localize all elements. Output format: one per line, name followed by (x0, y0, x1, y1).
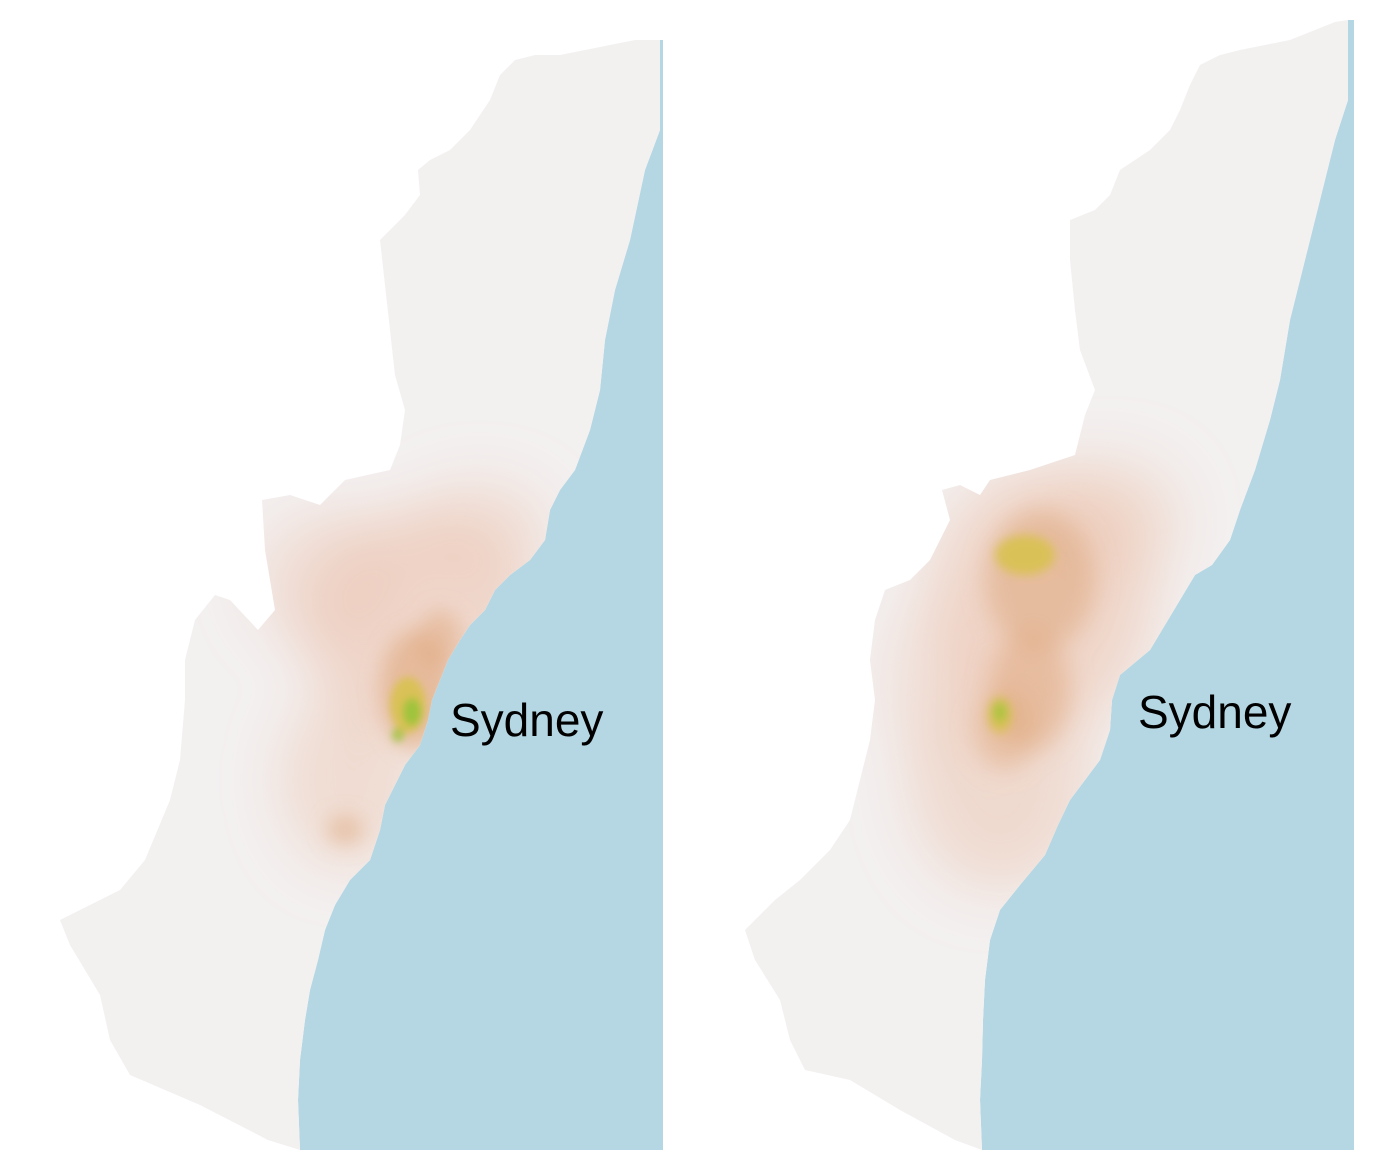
density-region (403, 698, 421, 726)
city-label-sydney: Sydney (450, 694, 603, 746)
density-region (418, 610, 462, 670)
density-region (410, 480, 550, 580)
map-right: Sydney (745, 20, 1354, 1150)
density-region (250, 510, 410, 650)
density-region (392, 728, 404, 742)
density-region (327, 816, 363, 844)
city-label-sydney: Sydney (1138, 686, 1291, 738)
density-region (985, 510, 1095, 650)
sea-area (298, 40, 663, 1150)
map-panel-right: Sydney (700, 0, 1396, 1168)
density-region (880, 600, 1000, 760)
density-region (995, 535, 1055, 575)
map-left: Sydney (60, 40, 663, 1150)
map-panel-left: Sydney (60, 40, 663, 1150)
population-density-overlay (880, 460, 1180, 890)
sea-area (980, 20, 1354, 1150)
density-region (994, 702, 1006, 722)
